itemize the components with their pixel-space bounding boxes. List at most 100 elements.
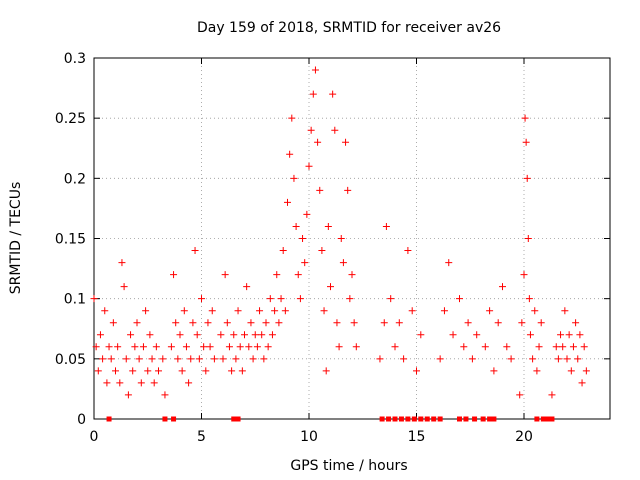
data-point <box>335 343 343 351</box>
data-point <box>535 343 543 351</box>
data-point <box>324 222 332 230</box>
data-point <box>436 355 444 363</box>
data-point <box>395 319 403 327</box>
data-point <box>105 343 113 351</box>
data-point <box>417 331 425 339</box>
data-point <box>294 271 302 279</box>
data-point <box>99 355 107 363</box>
data-point <box>522 138 530 146</box>
data-point <box>260 355 268 363</box>
data-point <box>299 235 307 242</box>
data-point <box>309 90 317 98</box>
data-point <box>129 367 137 375</box>
data-point <box>311 66 319 74</box>
data-point <box>109 319 117 327</box>
data-point <box>520 271 528 279</box>
data-point <box>305 162 313 170</box>
y-tick-label: 0.05 <box>55 352 86 368</box>
data-point <box>449 331 457 339</box>
x-tick-label: 10 <box>300 429 318 445</box>
data-point <box>348 271 356 279</box>
data-point <box>473 331 481 339</box>
data-point <box>391 343 399 351</box>
plot-frame <box>93 57 611 420</box>
data-point <box>503 343 511 351</box>
data-point <box>167 343 175 351</box>
data-point <box>94 367 102 375</box>
data-point <box>90 295 98 303</box>
data-point <box>135 355 143 363</box>
data-point <box>127 331 135 339</box>
data-point <box>464 319 472 327</box>
data-point <box>400 355 408 363</box>
data-point <box>404 247 412 255</box>
data-point <box>578 379 586 387</box>
data-point <box>445 259 453 267</box>
data-point <box>264 343 272 351</box>
data-point <box>523 174 531 182</box>
data-point <box>440 307 448 315</box>
data-point <box>191 247 199 255</box>
data-point <box>460 343 468 351</box>
data-point <box>314 138 322 146</box>
data-point <box>232 355 240 363</box>
data-point <box>241 331 248 339</box>
zero-point <box>418 416 424 422</box>
data-point <box>525 295 533 303</box>
data-point <box>342 138 350 146</box>
data-point <box>271 307 279 315</box>
data-point <box>219 355 227 363</box>
data-point <box>139 343 147 351</box>
data-point <box>277 295 285 303</box>
data-point <box>352 343 360 351</box>
y-tick-label: 0 <box>77 412 86 428</box>
zero-point <box>540 416 546 422</box>
data-point <box>144 367 152 375</box>
data-point <box>202 367 210 375</box>
data-point <box>223 319 231 327</box>
y-tick-label: 0.1 <box>64 292 86 308</box>
zero-point <box>545 416 551 422</box>
y-tick-label: 0.15 <box>55 232 86 248</box>
zero-point <box>431 416 437 422</box>
data-point <box>262 319 270 327</box>
data-point <box>408 307 416 315</box>
chart-title: Day 159 of 2018, SRMTID for receiver av2… <box>197 20 501 36</box>
data-point <box>200 343 208 351</box>
data-point <box>307 126 315 134</box>
data-point <box>112 367 119 375</box>
zero-point <box>472 416 478 422</box>
data-point <box>195 355 203 363</box>
data-point <box>456 295 463 303</box>
zero-point <box>480 416 486 422</box>
x-tick-label: 5 <box>197 429 206 445</box>
data-point <box>176 331 184 339</box>
data-point <box>103 379 111 387</box>
zero-point <box>379 416 385 422</box>
data-point <box>494 319 502 327</box>
data-point <box>238 367 246 375</box>
zero-point <box>487 416 493 422</box>
zero-point <box>398 416 404 422</box>
data-point <box>339 259 347 267</box>
zero-point <box>534 416 540 422</box>
data-point <box>116 379 124 387</box>
x-tick-label: 0 <box>90 429 99 445</box>
data-point <box>124 391 132 399</box>
x-axis-label: GPS time / hours <box>290 458 407 474</box>
data-point <box>208 307 216 315</box>
data-point <box>382 222 390 230</box>
data-point <box>247 319 255 327</box>
zero-point <box>405 416 411 422</box>
zero-point <box>106 416 112 422</box>
data-point <box>161 391 169 399</box>
data-point <box>331 126 339 134</box>
zero-point <box>231 416 237 422</box>
zero-point <box>411 416 417 422</box>
zero-point <box>392 416 398 422</box>
data-point <box>256 307 264 315</box>
data-point <box>563 355 571 363</box>
data-point <box>174 355 182 363</box>
data-point <box>559 343 567 351</box>
